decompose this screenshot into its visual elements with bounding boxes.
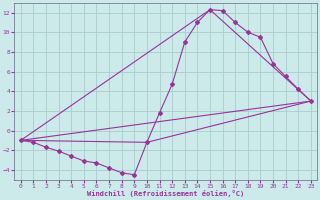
X-axis label: Windchill (Refroidissement éolien,°C): Windchill (Refroidissement éolien,°C) [87,190,244,197]
